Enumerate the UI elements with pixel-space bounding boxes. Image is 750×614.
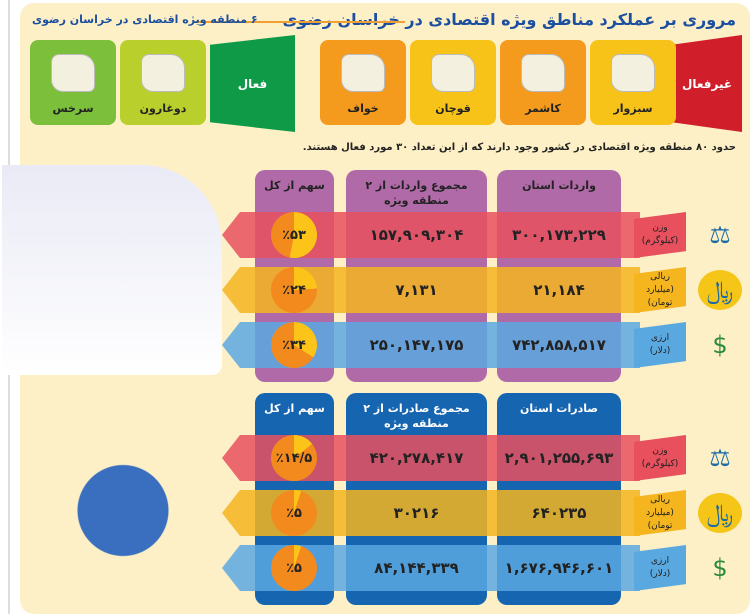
share-pie: ٪۵ [271, 490, 317, 536]
share-value: ٪۵ [286, 560, 302, 576]
zone-card: دوغارون [120, 40, 206, 125]
province-value: ۲,۹۰۱,۲۵۵,۶۹۳ [504, 449, 614, 467]
row-label-name: ریالی [650, 494, 670, 505]
share-pie: ٪۱۴/۵ [271, 435, 317, 481]
row-label-unit: (کیلوگرم) [641, 236, 679, 246]
share-pie: ٪۳۴ [271, 322, 317, 368]
col-header: واردات استان [522, 179, 596, 192]
row-arrow [222, 267, 240, 313]
row-arrow [222, 490, 240, 536]
total-value: ۲۵۰,۱۴۷,۱۷۵ [369, 336, 464, 354]
province-value: ۱,۶۷۶,۹۴۶,۶۰۱ [504, 559, 614, 577]
row-label: وزن (کیلوگرم) [634, 212, 686, 258]
rial-coin-icon: ﷼ [698, 270, 742, 310]
share-pie: ٪۵ [271, 545, 317, 591]
total-value: ۱۵۷,۹۰۹,۳۰۴ [369, 226, 464, 244]
row-label-unit: (میلیارد تومان) [646, 284, 674, 308]
row-label-unit: (میلیارد تومان) [646, 507, 674, 531]
total-value: ۳۰۲۱۶ [393, 504, 440, 522]
zone-card: کاشمر [500, 40, 586, 125]
total-value: ۷,۱۳۱ [395, 281, 438, 299]
col-header: مجموع صادرات از ۲ منطقه ویژه [363, 402, 470, 430]
row-label-name: ریالی [650, 271, 670, 282]
row-arrow [222, 435, 240, 481]
port-illustration [2, 165, 222, 375]
row-label: ریالی (میلیارد تومان) [634, 490, 686, 536]
share-value: ٪۵۳ [282, 227, 306, 243]
row-label-unit: (دلار) [649, 346, 671, 356]
map-icon [431, 54, 475, 92]
row-arrow [222, 545, 240, 591]
col-header: مجموع واردات از ۲ منطقه ویژه [365, 179, 468, 207]
scale-icon: ⚖ [709, 221, 731, 249]
row-label-unit: (دلار) [649, 569, 671, 579]
zone-name: کاشمر [525, 102, 561, 115]
note-text: حدود ۸۰ منطقه ویژه اقتصادی در کشور وجود … [302, 142, 736, 153]
province-value: ۳۰۰,۱۷۳,۲۲۹ [512, 226, 606, 244]
province-value: ۲۱,۱۸۴ [533, 281, 585, 299]
map-icon [51, 54, 95, 92]
row-label: ارزی (دلار) [634, 322, 686, 368]
scale-icon: ⚖ [709, 444, 731, 472]
province-value: ۶۴۰۲۳۵ [531, 504, 587, 522]
zone-name: خواف [347, 102, 379, 115]
row-label-name: ارزی [650, 333, 670, 343]
map-icon [341, 54, 385, 92]
map-icon [521, 54, 565, 92]
row-arrow [222, 212, 240, 258]
row-label: ریالی (میلیارد تومان) [634, 267, 686, 313]
row-label: ارزی (دلار) [634, 545, 686, 591]
export-plane-illustration [2, 395, 222, 605]
zone-name: سبزوار [613, 102, 653, 115]
zone-name: قوچان [435, 102, 471, 115]
rial-coin-icon: ﷼ [698, 493, 742, 533]
zone-card: خواف [320, 40, 406, 125]
row-label: وزن (کیلوگرم) [634, 435, 686, 481]
active-ribbon: فعال [210, 35, 295, 132]
map-icon [141, 54, 185, 92]
map-icon [611, 54, 655, 92]
row-label-name: وزن [652, 223, 668, 233]
row-label-unit: (کیلوگرم) [641, 459, 679, 469]
row-label-name: وزن [652, 446, 668, 456]
inactive-label: غیرفعال [681, 76, 733, 91]
zone-card: قوچان [410, 40, 496, 125]
title-divider [195, 21, 405, 23]
province-value: ۷۴۲,۸۵۸,۵۱۷ [512, 336, 606, 354]
col-header: صادرات استان [520, 402, 598, 415]
page-title: مروری بر عملکرد مناطق ویژه اقتصادی در خر… [282, 10, 736, 29]
row-label-name: ارزی [650, 556, 670, 566]
dollar-bill-icon: $ [712, 331, 728, 359]
zone-name: دوغارون [139, 102, 187, 115]
zone-name: سرخس [52, 102, 94, 115]
share-pie: ٪۲۴ [271, 267, 317, 313]
page-subtitle: ۶ منطقه ویژه اقتصادی در خراسان رضوی [32, 13, 258, 26]
col-header: سهم از کل [264, 402, 325, 415]
row-arrow [222, 322, 240, 368]
share-value: ٪۳۴ [282, 337, 306, 353]
share-value: ٪۵ [286, 505, 302, 521]
share-pie: ٪۵۳ [271, 212, 317, 258]
share-value: ٪۱۴/۵ [275, 450, 313, 466]
zone-card: سرخس [30, 40, 116, 125]
share-value: ٪۲۴ [282, 282, 306, 298]
dollar-bill-icon: $ [712, 554, 728, 582]
inactive-ribbon: غیرفعال [672, 35, 742, 132]
col-header: سهم از کل [264, 179, 325, 192]
total-value: ۴۲۰,۲۷۸,۴۱۷ [369, 449, 464, 467]
total-value: ۸۴,۱۴۴,۳۳۹ [374, 559, 459, 577]
active-label: فعال [237, 76, 268, 91]
zone-card: سبزوار [590, 40, 676, 125]
